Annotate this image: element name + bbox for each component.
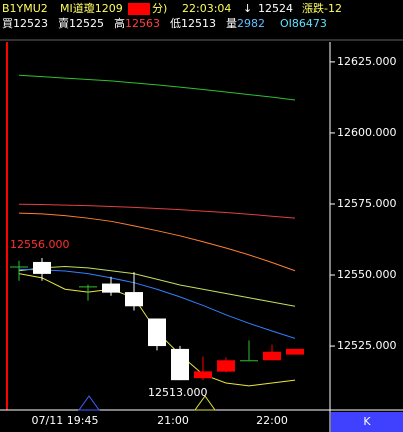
high: 12563 bbox=[125, 17, 160, 30]
signal-marker bbox=[78, 395, 100, 411]
y-tick-label: 12550.000 bbox=[337, 268, 397, 281]
y-tick-label: 12575.000 bbox=[337, 197, 397, 210]
candle-body bbox=[33, 261, 51, 274]
clock: 22:03:04 bbox=[182, 2, 231, 15]
y-tick-label: 12525.000 bbox=[337, 339, 397, 352]
candle-body bbox=[171, 348, 189, 381]
ask: 賣12525 bbox=[58, 16, 104, 30]
moving-average bbox=[18, 212, 296, 272]
period: 分) bbox=[152, 2, 167, 15]
mode-button[interactable] bbox=[331, 412, 403, 432]
y-tick-label: 12600.000 bbox=[337, 126, 397, 139]
volume: 2982 bbox=[237, 17, 265, 30]
candle-body bbox=[263, 351, 281, 361]
x-tick-label: 21:00 bbox=[157, 414, 189, 427]
moving-average bbox=[18, 268, 296, 339]
candle-body bbox=[217, 360, 235, 372]
direction: ↓ bbox=[243, 2, 252, 15]
product-name: MI道瓊1209 bbox=[60, 1, 123, 15]
bid: 買12523 bbox=[2, 17, 48, 30]
header-line-1: B1YMU2 MI道瓊1209 分) 22:03:04 ↓ 12524 漲跌-1… bbox=[2, 1, 342, 15]
volume-label: 量 bbox=[226, 17, 237, 30]
moving-average bbox=[18, 265, 296, 307]
y-tick-label: 12625.000 bbox=[337, 55, 397, 68]
last-price: 12524 bbox=[258, 2, 293, 15]
candle-body bbox=[10, 266, 28, 268]
candle-body bbox=[125, 292, 143, 307]
symbol: B1YMU2 bbox=[2, 2, 48, 15]
low: 低12513 bbox=[170, 17, 216, 30]
price-annotation: 12556.000 bbox=[10, 238, 70, 251]
x-tick-label: 07/11 19:45 bbox=[32, 414, 99, 427]
candle-body bbox=[148, 318, 166, 347]
candle-body bbox=[240, 360, 258, 362]
open-interest: OI86473 bbox=[280, 17, 327, 30]
period-box bbox=[128, 3, 150, 15]
candle-body bbox=[194, 371, 212, 379]
moving-average bbox=[18, 203, 296, 219]
high-label: 高 bbox=[114, 16, 125, 30]
mode-label[interactable]: K bbox=[363, 415, 371, 428]
moving-average bbox=[18, 74, 296, 101]
signal-marker bbox=[194, 395, 216, 411]
x-tick-label: 22:00 bbox=[256, 414, 288, 427]
change: 漲跌-12 bbox=[302, 1, 342, 15]
candle-body bbox=[286, 348, 304, 355]
candle-body bbox=[102, 283, 120, 293]
header-line-2: 買12523 賣12525 高 12563 低12513 量 2982 OI86… bbox=[2, 16, 327, 30]
price-annotation: 12513.000 bbox=[148, 386, 208, 399]
candle-body bbox=[79, 286, 97, 288]
